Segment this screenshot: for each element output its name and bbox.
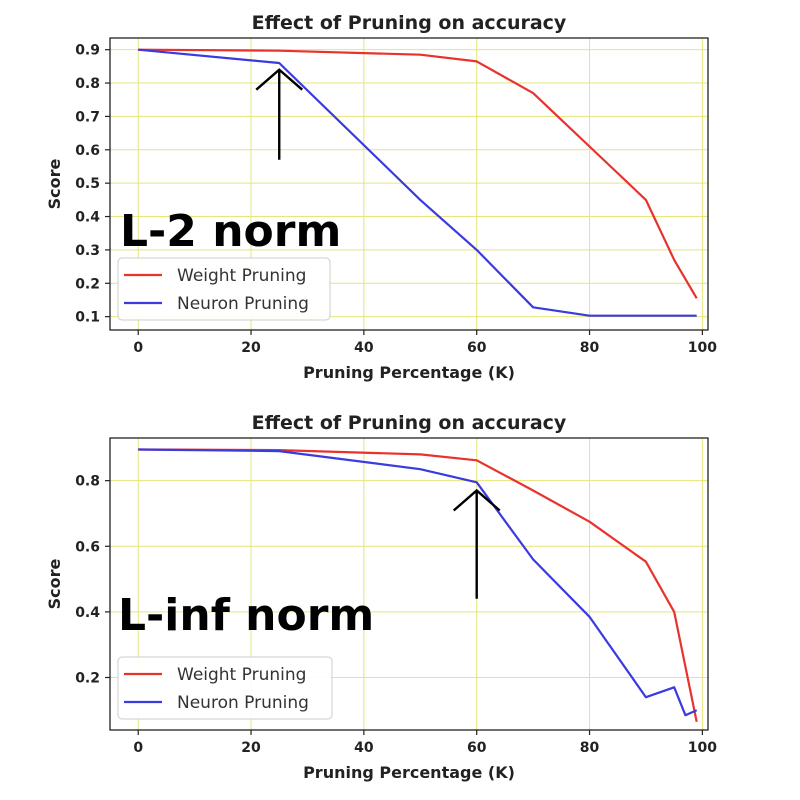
norm-annotation: L-2 norm [120,206,341,257]
legend-box [117,257,331,321]
legend: Weight Pruning Neuron Pruning [117,257,331,321]
x-tick-label: 60 [467,740,487,756]
y-axis-label: Score [45,158,64,209]
legend-label: Neuron Pruning [177,294,309,314]
x-tick-label: 60 [467,340,487,356]
legend-label: Neuron Pruning [177,693,309,713]
arrow-head [255,68,304,91]
legend-label: Weight Pruning [177,266,306,286]
x-tick-label: 100 [688,340,717,356]
series-line-neuron-pruning [138,48,697,317]
y-tick-label: 0.1 [75,310,100,326]
x-tick-label: 80 [580,740,600,756]
legend: Weight Pruning Neuron Pruning [117,656,333,720]
series-line-neuron-pruning [138,448,698,717]
up-arrow [255,68,304,160]
x-tick-label: 100 [688,740,717,756]
plot-frame [109,437,709,731]
x-axis-label: Pruning Percentage (K) [303,763,515,782]
chart-title: Effect of Pruning on accuracy [252,412,567,434]
grid [110,38,708,330]
y-tick-label: 0.5 [75,176,100,192]
x-tick-label: 40 [354,340,374,356]
arrow-head [452,488,501,512]
legend-box [117,656,333,720]
y-tick-label: 0.6 [75,143,100,159]
chart-2: Effect of Pruning on accuracy 0 20 40 60 80 10… [45,412,717,782]
y-tick-label: 0.9 [75,43,100,59]
x-tick-label: 0 [133,740,143,756]
up-arrow [452,488,501,599]
y-tick-label: 0.8 [75,76,100,92]
y-tick-label: 0.2 [75,671,100,687]
x-tick-label: 20 [241,740,261,756]
plot-frame [109,37,709,331]
y-axis-label: Score [45,558,64,609]
series-line-weight-pruning [138,48,698,299]
y-tick-label: 0.2 [75,276,100,292]
x-tick-label: 40 [354,740,374,756]
norm-annotation: L-inf norm [118,590,374,641]
y-tick-label: 0.6 [75,539,100,555]
y-tick-label: 0.7 [75,109,100,125]
legend-label: Weight Pruning [177,665,306,685]
series-line-weight-pruning [138,448,698,723]
x-tick-label: 20 [241,340,261,356]
y-tick-label: 0.8 [75,474,100,490]
x-tick-label: 80 [580,340,600,356]
chart-1: Effect of Pruning on accuracy 0 20 40 60 80 10… [45,12,717,382]
y-tick-label: 0.4 [75,210,100,226]
y-tick-label: 0.4 [75,605,100,621]
y-tick-label: 0.3 [75,243,100,259]
x-axis-label: Pruning Percentage (K) [303,363,515,382]
chart-title: Effect of Pruning on accuracy [252,12,567,34]
x-tick-label: 0 [133,340,143,356]
